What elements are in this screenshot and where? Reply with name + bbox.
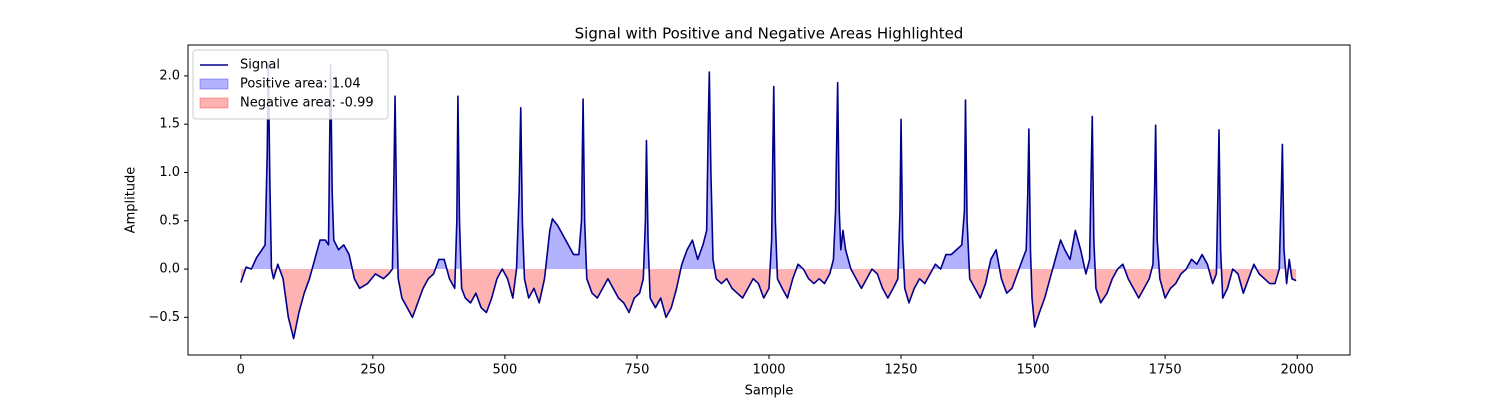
legend-patch [199, 78, 229, 90]
plot-area [240, 62, 1297, 340]
x-tick-label: 1250 [884, 363, 917, 378]
x-tick-label: 750 [625, 363, 650, 378]
x-tick-label: 500 [492, 363, 517, 378]
y-tick-label: −0.5 [148, 310, 180, 325]
x-tick-label: 2000 [1281, 363, 1314, 378]
y-tick-label: 1.0 [159, 165, 180, 180]
y-tick-label: 2.0 [159, 68, 180, 83]
y-tick-label: 0.0 [159, 262, 180, 277]
legend: Signal Positive area: 1.04 Negative area: … [192, 49, 389, 120]
y-tick-label: 0.5 [159, 213, 180, 228]
x-tick-label: 250 [360, 363, 385, 378]
legend-label: Signal [240, 58, 280, 73]
legend-label: Positive area: 1.04 [240, 77, 361, 92]
x-tick-label: 1500 [1017, 363, 1050, 378]
chart-title: Signal with Positive and Negative Areas … [575, 25, 964, 43]
x-tick-label: 0 [237, 363, 245, 378]
legend-label: Negative area: -0.99 [240, 96, 374, 111]
x-tick-label: 1000 [752, 363, 785, 378]
legend-patch [199, 97, 229, 109]
y-tick-label: 1.5 [159, 117, 180, 132]
signal-line [240, 62, 1297, 340]
legend-box [192, 49, 389, 120]
y-axis-label: Amplitude [124, 167, 139, 234]
x-axis-label: Sample [745, 384, 794, 399]
x-tick-label: 1750 [1149, 363, 1182, 378]
